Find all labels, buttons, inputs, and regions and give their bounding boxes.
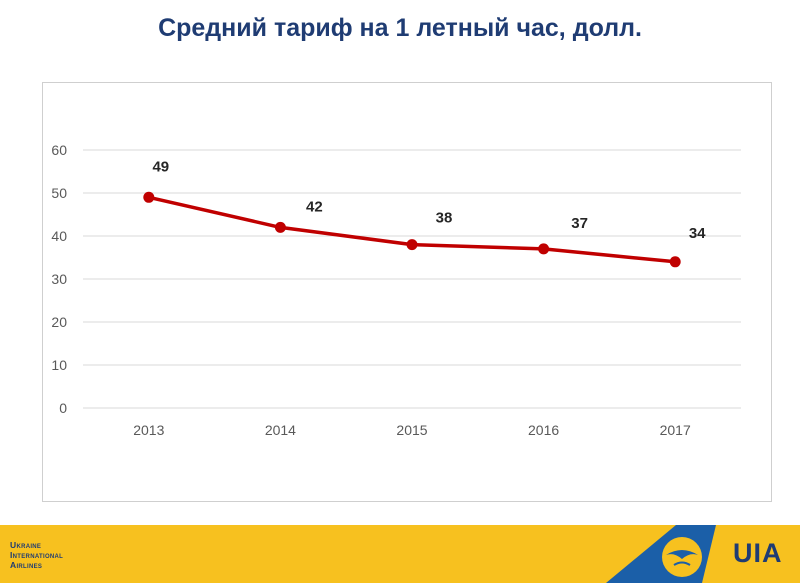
data-label: 37 [571, 215, 588, 232]
data-point [538, 243, 550, 255]
y-tick-label: 60 [51, 142, 67, 158]
brand-line-3: Airlines [10, 560, 43, 570]
data-label: 38 [436, 210, 453, 227]
y-tick-label: 10 [51, 357, 67, 373]
brand-line-2: International [10, 550, 64, 560]
data-point [274, 221, 286, 233]
y-tick-label: 20 [51, 314, 67, 330]
chart-title: Средний тариф на 1 летный час, долл. [158, 14, 642, 42]
data-point [669, 256, 681, 268]
footer-bar [0, 525, 800, 583]
x-tick-label: 2013 [133, 422, 164, 438]
chart-area: 0 10 20 30 40 50 60 2013 2014 2015 2016 2017 49 42 38 3… [42, 82, 772, 502]
x-tick-label: 2016 [528, 422, 559, 438]
y-tick-label: 0 [59, 400, 67, 416]
x-tick-label: 2015 [396, 422, 427, 438]
y-tick-label: 40 [51, 228, 67, 244]
x-tick-label: 2017 [660, 422, 691, 438]
airline-tail-icon [606, 525, 716, 583]
data-point [406, 239, 418, 251]
footer-graphics [606, 525, 716, 583]
y-tick-label: 30 [51, 271, 67, 287]
x-tick-label: 2014 [265, 422, 296, 438]
data-label: 42 [306, 198, 323, 215]
line-chart: 0 10 20 30 40 50 60 2013 2014 2015 2016 2017 49 42 38 3… [51, 142, 741, 438]
series-line [148, 195, 676, 264]
brand-line-1: Ukraine [10, 540, 42, 550]
y-tick-label: 50 [51, 185, 67, 201]
uia-logo-text: UIA [733, 538, 783, 568]
data-point [143, 191, 155, 203]
airline-wordmark: Ukraine International Airlines [10, 540, 63, 570]
data-label: 49 [152, 158, 169, 175]
data-label: 34 [689, 225, 706, 242]
